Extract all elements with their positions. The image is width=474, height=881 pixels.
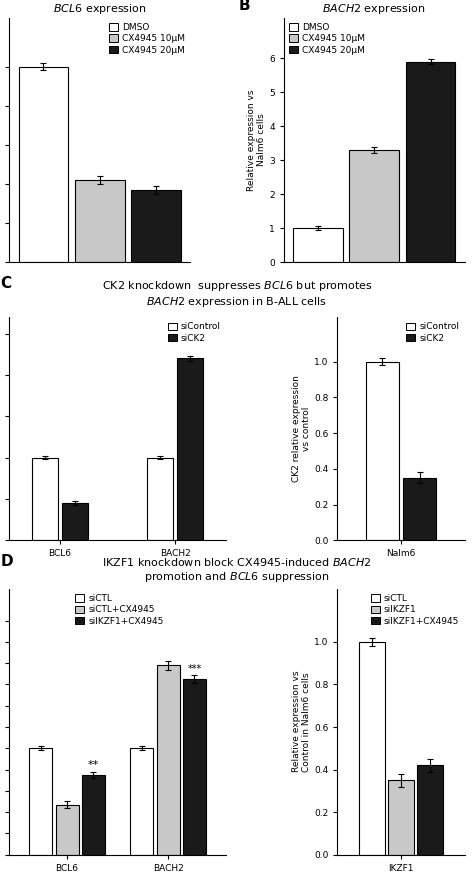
Text: IKZF1 knockdown block CX4945-induced $\it{BACH2}$
promotion and $\it{BCL6}$ supp: IKZF1 knockdown block CX4945-induced $\i… — [102, 557, 372, 584]
Legend: DMSO, CX4945 10μM, CX4945 20μM: DMSO, CX4945 10μM, CX4945 20μM — [289, 22, 366, 56]
Bar — [403, 478, 436, 540]
Bar — [156, 665, 180, 855]
Legend: siControl, siCK2: siControl, siCK2 — [406, 322, 460, 344]
Text: B: B — [239, 0, 250, 13]
Bar — [29, 748, 52, 855]
Bar — [388, 781, 414, 855]
Bar — [183, 679, 206, 855]
Bar — [82, 775, 105, 855]
Bar — [177, 359, 203, 540]
Bar — [131, 189, 181, 263]
Bar — [147, 457, 173, 540]
Bar — [75, 180, 125, 263]
Bar — [130, 748, 154, 855]
Legend: siControl, siCK2: siControl, siCK2 — [167, 322, 221, 344]
Legend: siCTL, siIKZF1, siIKZF1+CX4945: siCTL, siIKZF1, siIKZF1+CX4945 — [370, 593, 460, 626]
Bar — [293, 228, 343, 263]
Text: ***: *** — [187, 664, 201, 674]
Text: CK2 knockdown  suppresses $\it{BCL6}$ but promotes
$\it{BACH2}$ expression in B-: CK2 knockdown suppresses $\it{BCL6}$ but… — [102, 279, 372, 309]
Title: CX4945 promotes
$\it{BACH2}$ expression: CX4945 promotes $\it{BACH2}$ expression — [322, 0, 426, 16]
Bar — [365, 362, 399, 540]
Legend: siCTL, siCTL+CX4945, siIKZF1+CX4945: siCTL, siCTL+CX4945, siIKZF1+CX4945 — [74, 593, 164, 626]
Bar — [55, 804, 79, 855]
Text: **: ** — [88, 759, 99, 769]
Bar — [406, 62, 456, 263]
Bar — [62, 503, 88, 540]
Bar — [359, 642, 385, 855]
Title: CX4945 suppresses
$\it{BCL6}$ expression: CX4945 suppresses $\it{BCL6}$ expression — [45, 0, 155, 16]
Bar — [18, 67, 68, 263]
Y-axis label: Relative expression vs
Nalm6 cells: Relative expression vs Nalm6 cells — [247, 89, 266, 190]
Text: C: C — [0, 276, 11, 292]
Bar — [417, 766, 443, 855]
Bar — [32, 457, 58, 540]
Text: D: D — [0, 554, 13, 569]
Bar — [349, 150, 399, 263]
Y-axis label: Relative expression vs
Control in Nalm6 cells: Relative expression vs Control in Nalm6 … — [292, 671, 311, 773]
Legend: DMSO, CX4945 10μM, CX4945 20μM: DMSO, CX4945 10μM, CX4945 20μM — [108, 22, 185, 56]
Y-axis label: CK2 relative expression
vs control: CK2 relative expression vs control — [292, 375, 311, 482]
